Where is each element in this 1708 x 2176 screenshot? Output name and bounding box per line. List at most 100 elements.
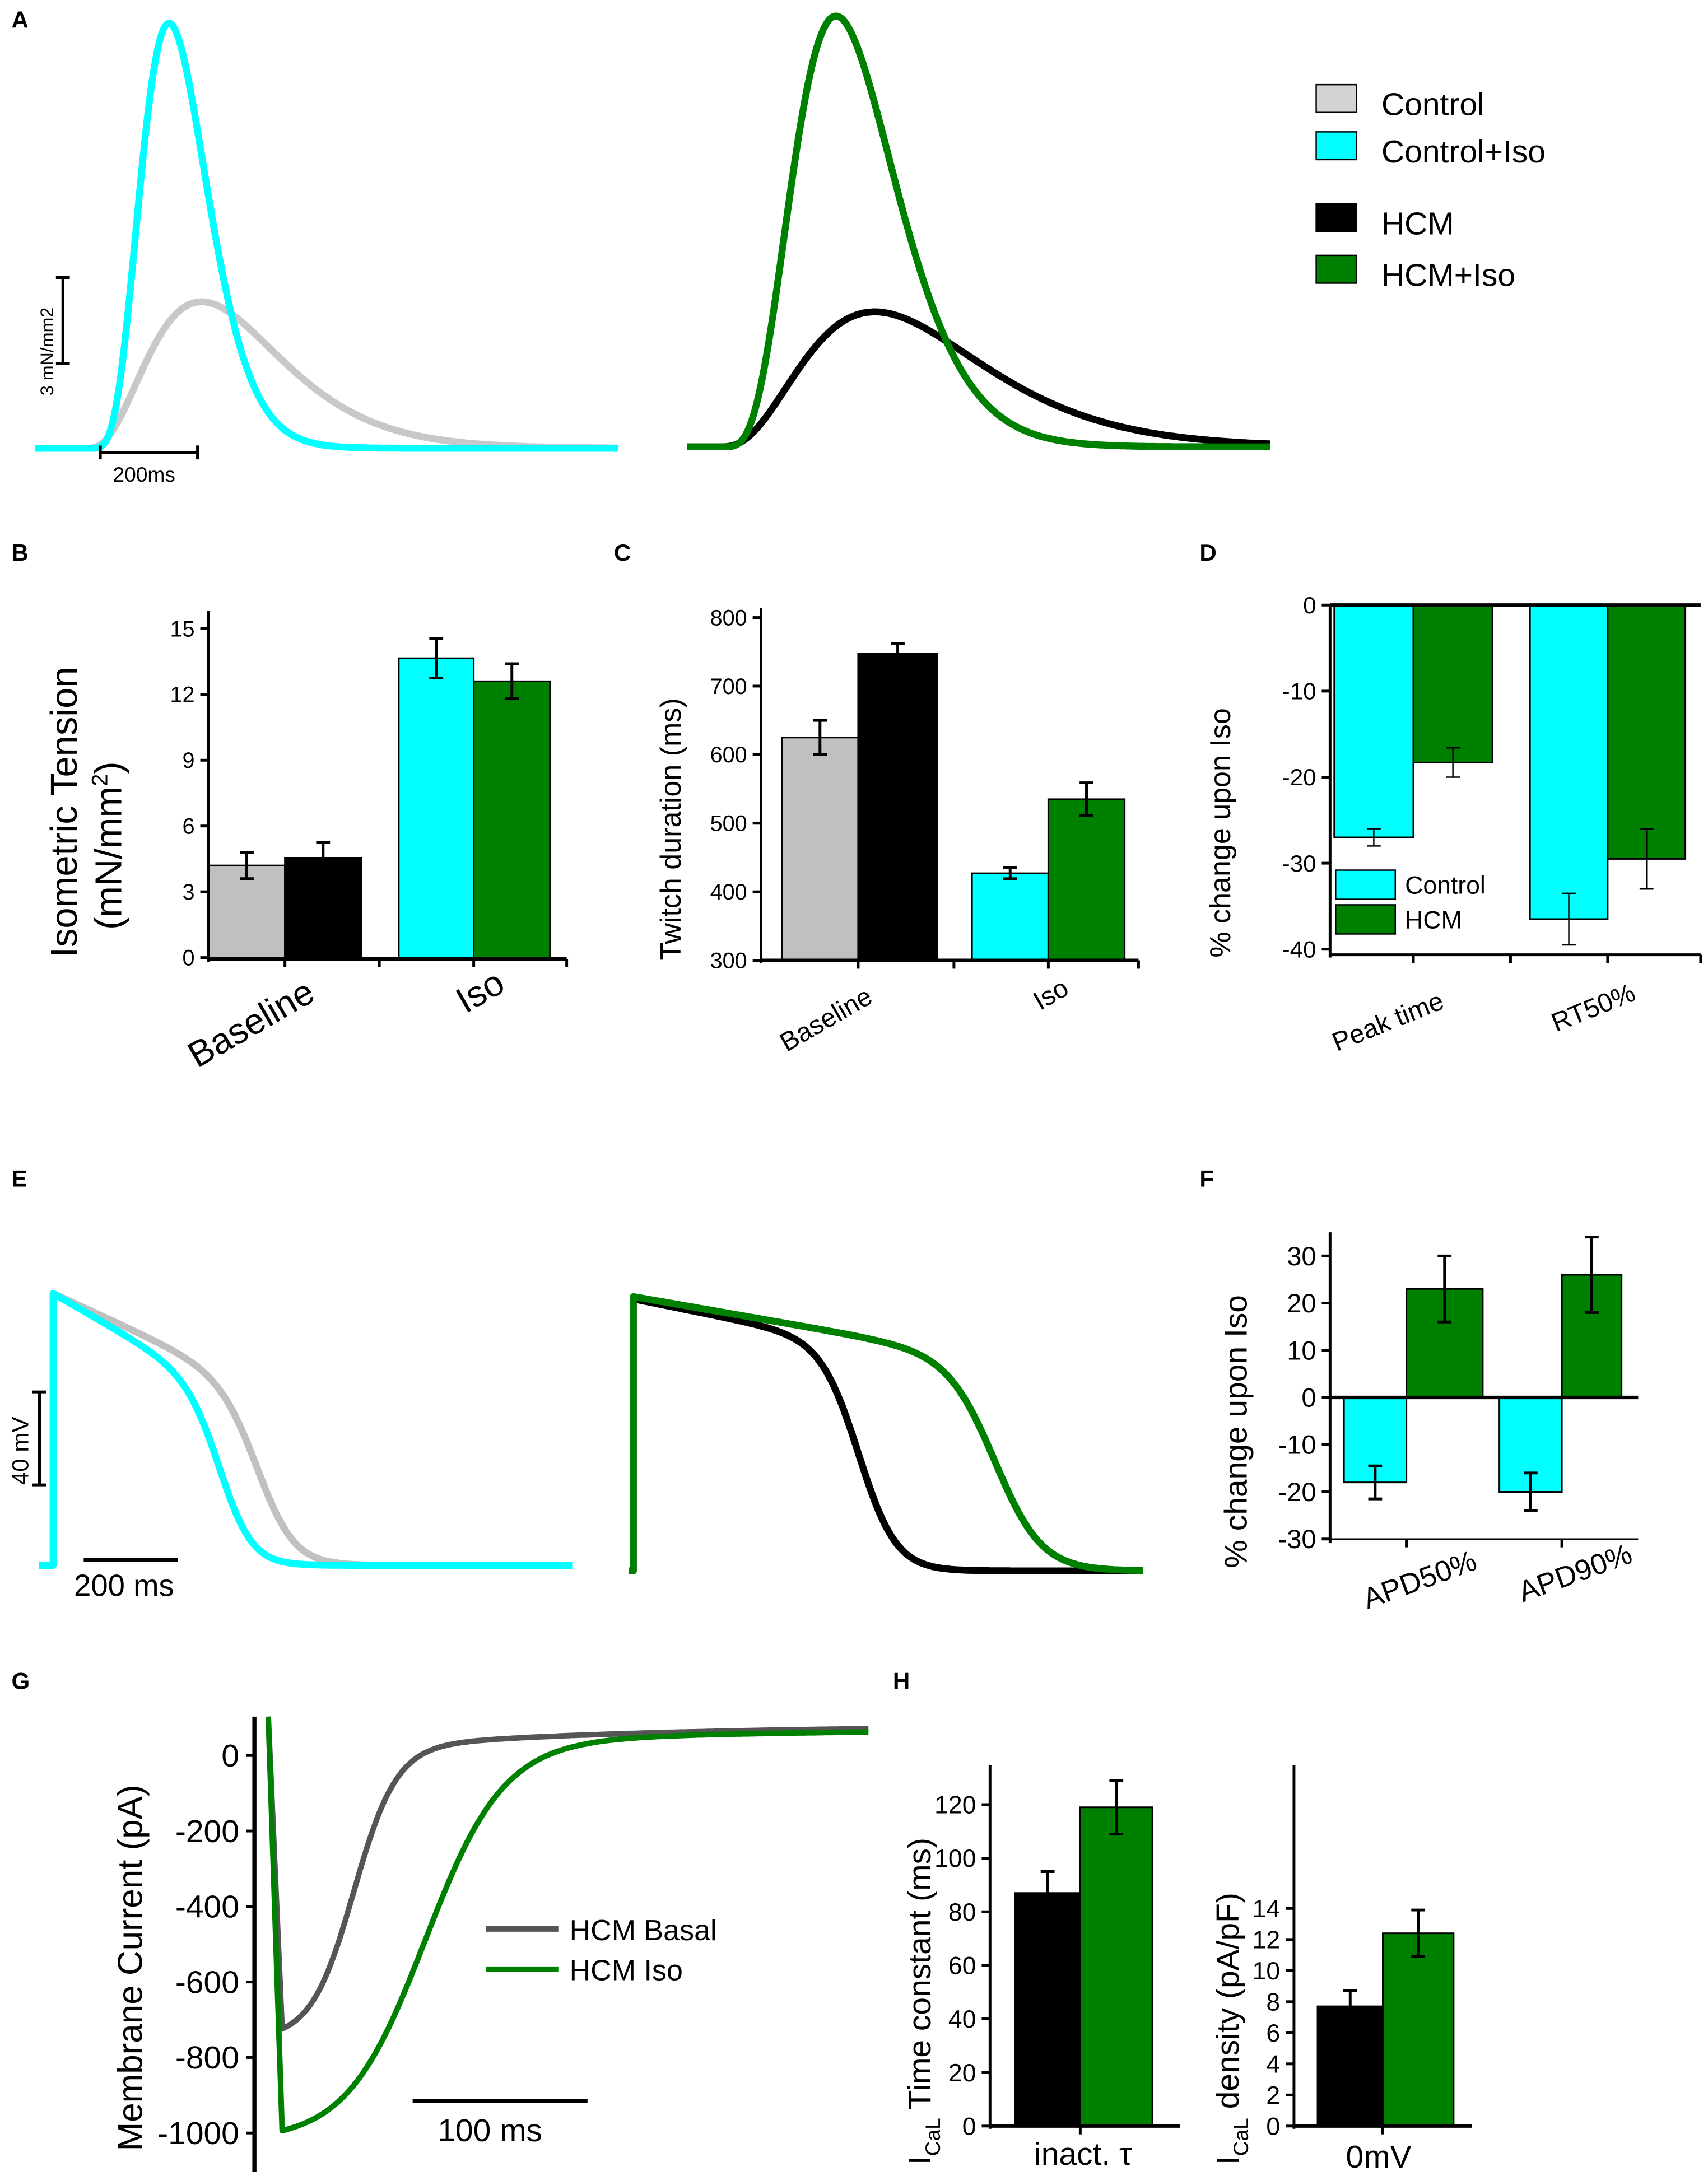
y-tick-label: 700 (710, 674, 747, 699)
y-tick-label: 8 (1266, 1988, 1280, 2016)
x-category-label: 0mV (1346, 2139, 1411, 2175)
y-tick-label: -800 (175, 2040, 239, 2076)
legend-swatch (1335, 869, 1397, 900)
y-tick-label: -30 (1278, 1524, 1316, 1554)
x-category-label: inact. τ (1034, 2136, 1132, 2172)
panel-label-F: F (1199, 1165, 1214, 1191)
y-tick-label: 60 (948, 1952, 976, 1979)
y-tick-label: 0 (183, 945, 195, 970)
y-axis-label: ICaL density (pA/pF) (1210, 1893, 1253, 2165)
bar-rt50--control (1529, 604, 1609, 920)
y-axis-label-part: CaL (921, 2118, 944, 2156)
panel-label-A: A (12, 7, 29, 33)
legend-label: Control (1405, 872, 1486, 900)
y-tick-label: -30 (1282, 850, 1316, 877)
y-axis-label-part: CaL (1229, 2118, 1253, 2156)
y-axis-label-line1: Isometric Tension (43, 667, 85, 957)
legend-label: HCM (1381, 206, 1454, 242)
y-tick-label: 500 (710, 812, 747, 836)
bar-iso-hcm-iso (1047, 798, 1126, 962)
legend-label: HCM (1405, 907, 1462, 934)
y-tick-label: 120 (934, 1792, 976, 1819)
x-category-label: Baseline (775, 981, 877, 1057)
y-tick-label: 100 (934, 1845, 976, 1872)
y-tick-label: 0 (1301, 1382, 1316, 1412)
bar-baseline-control (781, 737, 859, 962)
y-tick-label: 800 (710, 605, 747, 630)
legend-label: HCM Basal (570, 1914, 717, 1947)
panel-label-B: B (12, 539, 29, 566)
scale-bar-y-label: 3 mN/mm2 (37, 307, 57, 395)
trace-hcm-iso (265, 1716, 869, 2133)
scale-bar-x-label: 100 ms (438, 2113, 542, 2149)
y-tick-label: 0 (1303, 592, 1316, 618)
scale-bar-y-label: 40 mV (7, 1417, 33, 1485)
y-tick-label: -40 (1282, 936, 1316, 962)
bar-rt50--hcm (1607, 604, 1687, 860)
y-tick-label: 6 (1266, 2020, 1280, 2047)
bar-apd90--control (1498, 1396, 1563, 1493)
y-tick-label: 400 (710, 880, 747, 905)
y-tick-label: 30 (1287, 1241, 1316, 1271)
y-tick-label: 14 (1253, 1895, 1281, 1923)
y-tick-label: 80 (948, 1899, 976, 1926)
bar-0mv-hcm-iso (1382, 1932, 1455, 2127)
y-axis-label-part: I (1210, 2156, 1246, 2165)
bar-peak-time-hcm (1412, 604, 1493, 763)
bar-iso-control-iso (398, 657, 475, 959)
legend-label: Control+Iso (1381, 134, 1546, 170)
y-tick-label: 10 (1287, 1335, 1316, 1365)
y-tick-label: -10 (1282, 678, 1316, 705)
x-category-label: Iso (1028, 972, 1073, 1015)
y-axis-label-part: I (902, 2156, 938, 2165)
y-tick-label: 40 (948, 2006, 976, 2033)
y-axis-label-line2: (mN/mm (87, 786, 129, 930)
bar-peak-time-control (1333, 604, 1414, 838)
y-tick-label: 6 (183, 814, 195, 839)
x-category-label: APD50% (1358, 1545, 1481, 1616)
x-category-label: APD90% (1514, 1537, 1636, 1609)
y-tick-label: -20 (1282, 764, 1316, 790)
trace-hcm (629, 1295, 1145, 1574)
y-tick-label: 2 (1266, 2082, 1280, 2109)
y-tick-label: -1000 (157, 2116, 239, 2151)
legend-label: HCM Iso (570, 1955, 683, 1987)
y-tick-label: 12 (170, 683, 195, 707)
trace-hcm-basal (265, 1716, 869, 2032)
y-tick-label: 300 (710, 948, 747, 973)
scale-bar-x-label: 200 ms (74, 1568, 174, 1602)
y-tick-label: 20 (1287, 1288, 1316, 1318)
panel-label-E: E (12, 1165, 27, 1191)
legend-swatch (1315, 203, 1357, 233)
legend-label: HCM+Iso (1381, 257, 1515, 293)
y-tick-label: 4 (1266, 2051, 1280, 2078)
y-axis-label: Isometric Tension (mN/mm2) (43, 667, 129, 957)
y-tick-label: -10 (1278, 1430, 1316, 1460)
panel-label-G: G (12, 1667, 30, 1694)
y-tick-label: 0 (1266, 2113, 1280, 2140)
y-tick-label: -20 (1278, 1477, 1316, 1507)
bar-iso-hcm-iso (473, 680, 551, 959)
y-axis-label-part: Time constant (ms) (902, 1838, 938, 2118)
y-axis-label-sup: 2 (88, 774, 113, 786)
y-tick-label: 0 (221, 1738, 239, 1774)
y-axis-label: % change upon Iso (1218, 1295, 1254, 1568)
x-category-label: Baseline (181, 971, 321, 1075)
y-axis-label: Twitch duration (ms) (655, 698, 687, 960)
y-tick-label: 10 (1253, 1958, 1281, 1985)
trace-hcm-iso (686, 12, 1272, 451)
legend-swatch (1315, 83, 1357, 113)
legend-swatch (1315, 131, 1357, 161)
legend-swatch (1335, 904, 1397, 935)
panel-label-D: D (1199, 539, 1216, 566)
panel-label-C: C (614, 539, 631, 566)
y-tick-label: -200 (175, 1814, 239, 1849)
y-tick-label: 0 (962, 2113, 976, 2140)
y-tick-label: 600 (710, 743, 747, 767)
legend-label: Control (1381, 87, 1484, 123)
bar-0mv-hcm-basal (1316, 2005, 1384, 2127)
y-tick-label: 12 (1253, 1926, 1281, 1954)
y-axis-label: Membrane Current (pA) (111, 1784, 150, 2151)
bar-baseline-hcm (857, 653, 938, 962)
